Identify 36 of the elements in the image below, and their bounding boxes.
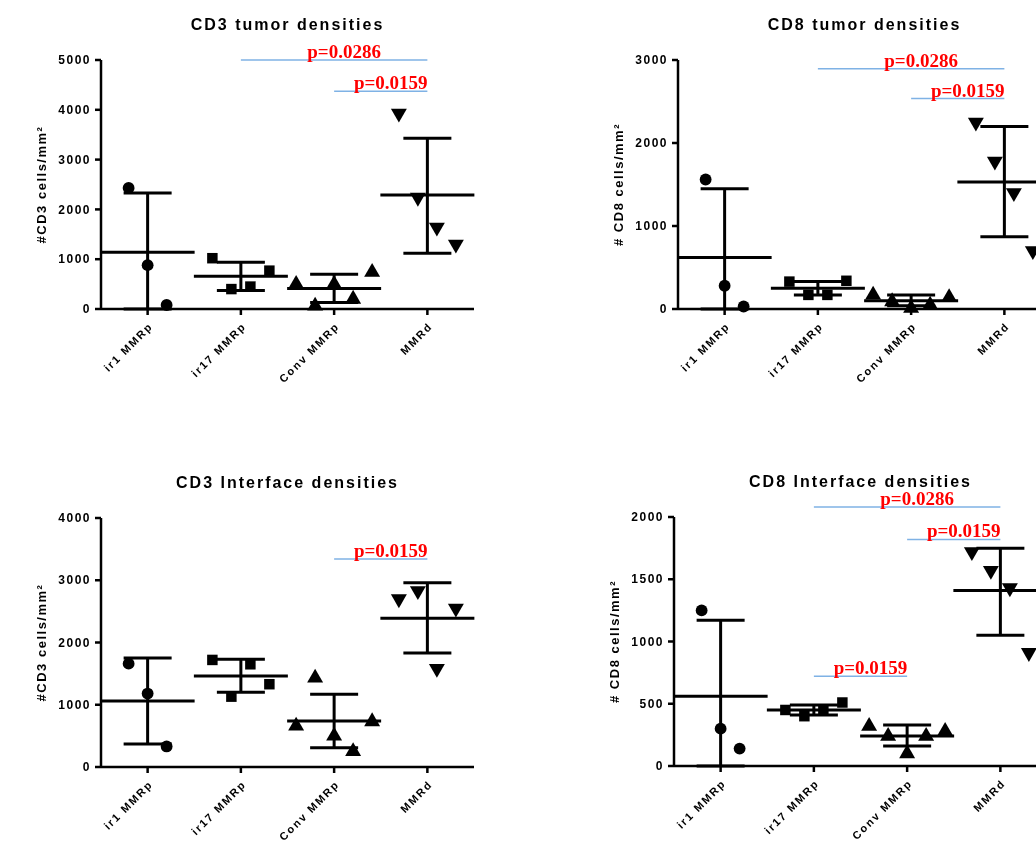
y-tick-label: 3000 [58, 152, 91, 167]
annotation: p=0.0159 [926, 520, 1001, 542]
y-axis-title: # CD8 cells/mm² [607, 580, 622, 703]
chart-title: CD8 Interface densities [749, 473, 972, 490]
chart-title: CD3 tumor densities [190, 16, 385, 33]
y-tick-label: 5000 [58, 53, 91, 68]
annotation: p=0.0159 [930, 79, 1005, 101]
annotation: p=0.0286 [307, 41, 381, 62]
y-tick-label: 2000 [635, 136, 668, 151]
y-tick-label: 500 [639, 696, 664, 711]
y-tick-label: 1000 [635, 219, 668, 234]
y-tick-label: 0 [82, 760, 91, 775]
y-axis-title: #CD3 cells/mm² [34, 125, 49, 244]
y-axis-title: # CD8 cells/mm² [611, 123, 626, 246]
annotation: p=0.0159 [353, 540, 428, 562]
y-tick-label: 3000 [58, 573, 91, 588]
y-tick-label: 2000 [58, 635, 91, 650]
y-tick-label: 2000 [58, 202, 91, 217]
y-tick-label: 4000 [58, 103, 91, 117]
chart-title: CD8 tumor densities [767, 16, 962, 33]
y-tick-label: 4000 [58, 511, 91, 526]
chart-title: CD3 Interface densities [176, 474, 399, 491]
y-tick-label: 1000 [631, 634, 664, 649]
annotation: p=0.0159 [833, 657, 908, 679]
y-tick-label: 2000 [631, 510, 664, 525]
y-tick-label: 0 [659, 302, 668, 317]
y-tick-label: 1000 [58, 697, 91, 712]
y-axis-title: #CD3 cells/mm² [34, 583, 49, 702]
y-tick-label: 1000 [58, 252, 91, 267]
annotation: p=0.0286 [884, 49, 958, 71]
y-tick-label: 0 [82, 302, 91, 317]
text: p=0.0286 [880, 488, 954, 510]
y-tick-label: 1500 [631, 572, 664, 587]
y-tick-label: 0 [655, 759, 664, 774]
y-tick-label: 3000 [635, 53, 668, 68]
annotation: p=0.0159 [353, 72, 428, 94]
